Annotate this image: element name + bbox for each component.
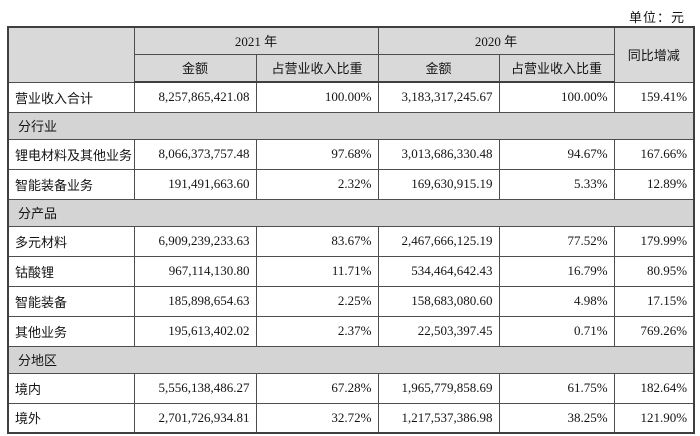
table-row-smart-equipment: 智能装备 185,898,654.63 2.25% 158,683,080.60… bbox=[7, 285, 695, 317]
table-row-smart-equipment-business: 智能装备业务 191,491,663.60 2.32% 169,630,915.… bbox=[7, 168, 695, 200]
header-corner-cell bbox=[7, 26, 135, 83]
share-2020-cell: 38.25% bbox=[498, 402, 615, 434]
amount-2021-cell: 185,898,654.63 bbox=[133, 285, 257, 317]
table-row-battery-materials: 锂电材料及其他业务 8,066,373,757.48 97.68% 3,013,… bbox=[7, 138, 695, 170]
share-2020-cell: 94.67% bbox=[498, 138, 615, 170]
share-2020-cell: 77.52% bbox=[498, 225, 615, 257]
amount-2020-cell: 158,683,080.60 bbox=[377, 285, 500, 317]
share-2020-cell: 5.33% bbox=[498, 168, 615, 200]
row-label: 锂电材料及其他业务 bbox=[7, 138, 135, 170]
row-label: 营业收入合计 bbox=[7, 81, 135, 113]
amount-2021-cell: 8,257,865,421.08 bbox=[133, 81, 257, 113]
share-2021-cell: 2.25% bbox=[255, 285, 379, 317]
amount-2021-cell: 8,066,373,757.48 bbox=[133, 138, 257, 170]
amount-2021-cell: 191,491,663.60 bbox=[133, 168, 257, 200]
share-2021-cell: 2.32% bbox=[255, 168, 379, 200]
amount-2020-cell: 3,013,686,330.48 bbox=[377, 138, 500, 170]
header-amount-2020: 金额 bbox=[377, 53, 500, 83]
header-amount-2021: 金额 bbox=[133, 53, 257, 83]
row-label: 智能装备业务 bbox=[7, 168, 135, 200]
table-row-overseas: 境外 2,701,726,934.81 32.72% 1,217,537,386… bbox=[7, 402, 695, 434]
table-row-other-business: 其他业务 195,613,402.02 2.37% 22,503,397.45 … bbox=[7, 315, 695, 347]
amount-2021-cell: 6,909,239,233.63 bbox=[133, 225, 257, 257]
row-label: 境外 bbox=[7, 402, 135, 434]
yoy-cell: 80.95% bbox=[613, 255, 695, 287]
amount-2021-cell: 195,613,402.02 bbox=[133, 315, 257, 347]
row-label: 多元材料 bbox=[7, 225, 135, 257]
table-row-lithium-cobaltate: 钴酸锂 967,114,130.80 11.71% 534,464,642.43… bbox=[7, 255, 695, 287]
header-share-2021: 占营业收入比重 bbox=[255, 53, 379, 83]
table-row-domestic: 境内 5,556,138,486.27 67.28% 1,965,779,858… bbox=[7, 372, 695, 404]
share-2021-cell: 97.68% bbox=[255, 138, 379, 170]
amount-2021-cell: 2,701,726,934.81 bbox=[133, 402, 257, 434]
amount-2020-cell: 22,503,397.45 bbox=[377, 315, 500, 347]
amount-2020-cell: 534,464,642.43 bbox=[377, 255, 500, 287]
table-row-total-revenue: 营业收入合计 8,257,865,421.08 100.00% 3,183,31… bbox=[7, 81, 695, 113]
share-2021-cell: 11.71% bbox=[255, 255, 379, 287]
share-2021-cell: 32.72% bbox=[255, 402, 379, 434]
yoy-cell: 121.90% bbox=[613, 402, 695, 434]
section-label: 分地区 bbox=[7, 345, 695, 374]
amount-2021-cell: 5,556,138,486.27 bbox=[133, 372, 257, 404]
section-row-by-industry: 分行业 bbox=[7, 111, 695, 140]
share-2020-cell: 100.00% bbox=[498, 81, 615, 113]
row-label: 其他业务 bbox=[7, 315, 135, 347]
yoy-cell: 17.15% bbox=[613, 285, 695, 317]
section-row-by-region: 分地区 bbox=[7, 345, 695, 374]
amount-2021-cell: 967,114,130.80 bbox=[133, 255, 257, 287]
share-2021-cell: 2.37% bbox=[255, 315, 379, 347]
yoy-cell: 179.99% bbox=[613, 225, 695, 257]
row-label: 境内 bbox=[7, 372, 135, 404]
table-header-row-metrics: 金额 占营业收入比重 金额 占营业收入比重 bbox=[8, 53, 694, 83]
share-2020-cell: 0.71% bbox=[498, 315, 615, 347]
yoy-cell: 159.41% bbox=[613, 81, 695, 113]
table-row-multi-element-materials: 多元材料 6,909,239,233.63 83.67% 2,467,666,1… bbox=[7, 225, 695, 257]
header-year-2021: 2021 年 bbox=[133, 26, 379, 55]
amount-2020-cell: 1,965,779,858.69 bbox=[377, 372, 500, 404]
amount-2020-cell: 1,217,537,386.98 bbox=[377, 402, 500, 434]
header-year-2020: 2020 年 bbox=[377, 26, 615, 55]
share-2021-cell: 100.00% bbox=[255, 81, 379, 113]
amount-2020-cell: 169,630,915.19 bbox=[377, 168, 500, 200]
unit-label: 单位：元 bbox=[628, 10, 685, 25]
row-label: 钴酸锂 bbox=[7, 255, 135, 287]
yoy-cell: 769.26% bbox=[613, 315, 695, 347]
row-label: 智能装备 bbox=[7, 285, 135, 317]
share-2021-cell: 67.28% bbox=[255, 372, 379, 404]
header-yoy-change: 同比增减 bbox=[613, 26, 695, 83]
share-2020-cell: 4.98% bbox=[498, 285, 615, 317]
section-label: 分行业 bbox=[7, 111, 695, 140]
section-label: 分产品 bbox=[7, 198, 695, 227]
section-row-by-product: 分产品 bbox=[7, 198, 695, 227]
share-2020-cell: 61.75% bbox=[498, 372, 615, 404]
yoy-cell: 167.66% bbox=[613, 138, 695, 170]
amount-2020-cell: 2,467,666,125.19 bbox=[377, 225, 500, 257]
revenue-breakdown-table: 2021 年 2020 年 同比增减 金额 占营业收入比重 金额 占营业收入比重… bbox=[7, 26, 696, 434]
yoy-cell: 182.64% bbox=[613, 372, 695, 404]
table-header-row-years: 2021 年 2020 年 同比增减 bbox=[7, 26, 695, 83]
yoy-cell: 12.89% bbox=[613, 168, 695, 200]
share-2021-cell: 83.67% bbox=[255, 225, 379, 257]
share-2020-cell: 16.79% bbox=[498, 255, 615, 287]
header-share-2020: 占营业收入比重 bbox=[498, 53, 615, 83]
amount-2020-cell: 3,183,317,245.67 bbox=[377, 81, 500, 113]
